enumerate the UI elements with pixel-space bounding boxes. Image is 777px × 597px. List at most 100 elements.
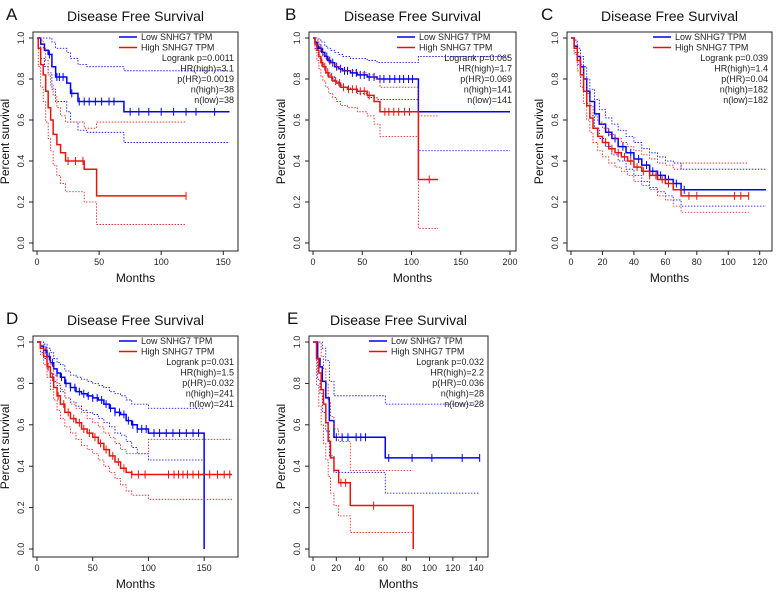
ci-upper-low [313, 37, 510, 63]
y-tick-label: 0.0 [16, 237, 26, 250]
ci-upper-low [37, 341, 205, 409]
x-tick-label: 0 [34, 563, 39, 573]
panel-label: A [6, 5, 18, 24]
x-tick-label: 140 [469, 563, 484, 573]
x-tick-label: 0 [568, 257, 573, 267]
y-axis-label: Percent survival [0, 99, 12, 184]
panel-label: B [285, 5, 296, 24]
y-tick-label: 0.4 [16, 460, 26, 473]
y-axis-label: Percent survival [274, 404, 288, 489]
y-tick-label: 0.4 [550, 155, 560, 168]
x-tick-label: 50 [94, 257, 104, 267]
km-panel-d: D Disease Free Survival 0.0 0.2 0.4 0.6 0.8 1.0… [0, 309, 239, 591]
survival-curve-low [571, 37, 766, 191]
legend-stat: n(low)=38 [194, 95, 234, 105]
legend-entry: Low SNHG7 TPM [141, 336, 212, 346]
legend-stat: Logrank p=0.039 [700, 53, 768, 63]
panel-label: E [287, 309, 298, 328]
legend-stat: n(low)=241 [189, 399, 234, 409]
panel-title: Disease Free Survival [330, 312, 467, 328]
ci-upper-high [313, 341, 414, 471]
x-tick-label: 20 [331, 563, 341, 573]
y-tick-label: 0.8 [292, 377, 302, 390]
legend-entry: High SNHG7 TPM [419, 43, 492, 53]
legend-entry: Low SNHG7 TPM [391, 336, 462, 346]
y-tick-label: 0.4 [292, 460, 302, 473]
panel-title: Disease Free Survival [67, 8, 204, 24]
ci-upper-high [37, 37, 187, 129]
legend-entry: High SNHG7 TPM [141, 347, 214, 357]
x-tick-label: 40 [355, 563, 365, 573]
y-tick-label: 0.2 [292, 501, 302, 514]
y-tick-label: 1.0 [16, 336, 26, 349]
y-tick-label: 0.8 [292, 73, 302, 86]
y-tick-label: 0.4 [16, 155, 26, 168]
y-tick-label: 0.0 [550, 237, 560, 250]
x-tick-label: 150 [453, 257, 468, 267]
legend-stat: Logrank p=0.0011 [162, 53, 234, 63]
survival-curve-high [313, 341, 414, 549]
x-tick-label: 100 [154, 257, 169, 267]
survival-curve-high [37, 341, 232, 476]
legend-stat: p(HR)=0.069 [460, 74, 512, 84]
km-panel-a: A Disease Free Survival 0.0 0.2 0.4 0.6 0.8 1.0… [0, 5, 239, 285]
x-axis-label: Months [379, 577, 418, 591]
ci-lower-low [313, 341, 480, 494]
x-tick-label: 0 [310, 563, 315, 573]
x-tick-label: 0 [34, 257, 39, 267]
y-tick-label: 0.8 [16, 73, 26, 86]
x-tick-label: 0 [310, 257, 315, 267]
legend-entry: High SNHG7 TPM [391, 347, 464, 357]
x-tick-label: 100 [422, 563, 437, 573]
km-panel-e: E Disease Free Survival 0.0 0.2 0.4 0.6 0.8 1.0… [274, 309, 489, 591]
legend-stat: p(HR)=0.036 [432, 378, 484, 388]
y-tick-label: 0.8 [550, 73, 560, 86]
plot-frame [308, 31, 517, 252]
ci-lower-high [37, 37, 187, 225]
legend-stat: HR(high)=1.4 [714, 64, 768, 74]
panel-label: D [6, 309, 18, 328]
x-tick-label: 60 [660, 257, 670, 267]
plot-frame [32, 31, 239, 252]
panel-title: Disease Free Survival [601, 8, 738, 24]
legend-stat: HR(high)=3.1 [180, 64, 234, 74]
y-tick-label: 1.0 [16, 32, 26, 45]
y-tick-label: 0.2 [16, 196, 26, 209]
x-tick-label: 150 [197, 563, 212, 573]
x-tick-label: 80 [692, 257, 702, 267]
legend-entry: Low SNHG7 TPM [141, 32, 212, 42]
ci-upper-low [571, 37, 766, 170]
legend-stat: HR(high)=1.7 [458, 64, 512, 74]
km-panel-b: B Disease Free Survival 0.0 0.2 0.4 0.6 0.8 1.0… [274, 5, 518, 285]
ci-upper-low [37, 37, 230, 72]
plot-frame [566, 31, 773, 252]
x-tick-label: 120 [752, 257, 767, 267]
legend-stat: Logrank p=0.031 [166, 357, 234, 367]
y-tick-label: 0.6 [292, 419, 302, 432]
y-axis-label: Percent survival [532, 99, 546, 184]
legend-entry: Low SNHG7 TPM [675, 32, 746, 42]
legend-stat: HR(high)=2.2 [430, 368, 484, 378]
legend-stat: p(HR)=0.04 [721, 74, 768, 84]
x-axis-label: Months [116, 577, 155, 591]
ci-lower-low [37, 37, 230, 143]
y-tick-label: 0.0 [16, 543, 26, 556]
y-axis-label: Percent survival [0, 404, 12, 489]
y-tick-label: 0.6 [550, 114, 560, 127]
x-tick-label: 20 [597, 257, 607, 267]
legend-stat: n(high)=182 [720, 85, 768, 95]
legend-entry: Low SNHG7 TPM [419, 32, 490, 42]
x-tick-label: 100 [141, 563, 156, 573]
y-tick-label: 1.0 [550, 32, 560, 45]
x-tick-label: 80 [401, 563, 411, 573]
y-axis-label: Percent survival [274, 99, 288, 184]
x-tick-label: 60 [378, 563, 388, 573]
x-tick-label: 150 [216, 257, 231, 267]
ci-upper-high [313, 37, 439, 117]
ci-upper-high [37, 341, 232, 455]
y-tick-label: 0.2 [292, 196, 302, 209]
x-axis-label: Months [650, 271, 689, 285]
x-tick-label: 200 [502, 257, 517, 267]
y-tick-label: 0.2 [16, 501, 26, 514]
